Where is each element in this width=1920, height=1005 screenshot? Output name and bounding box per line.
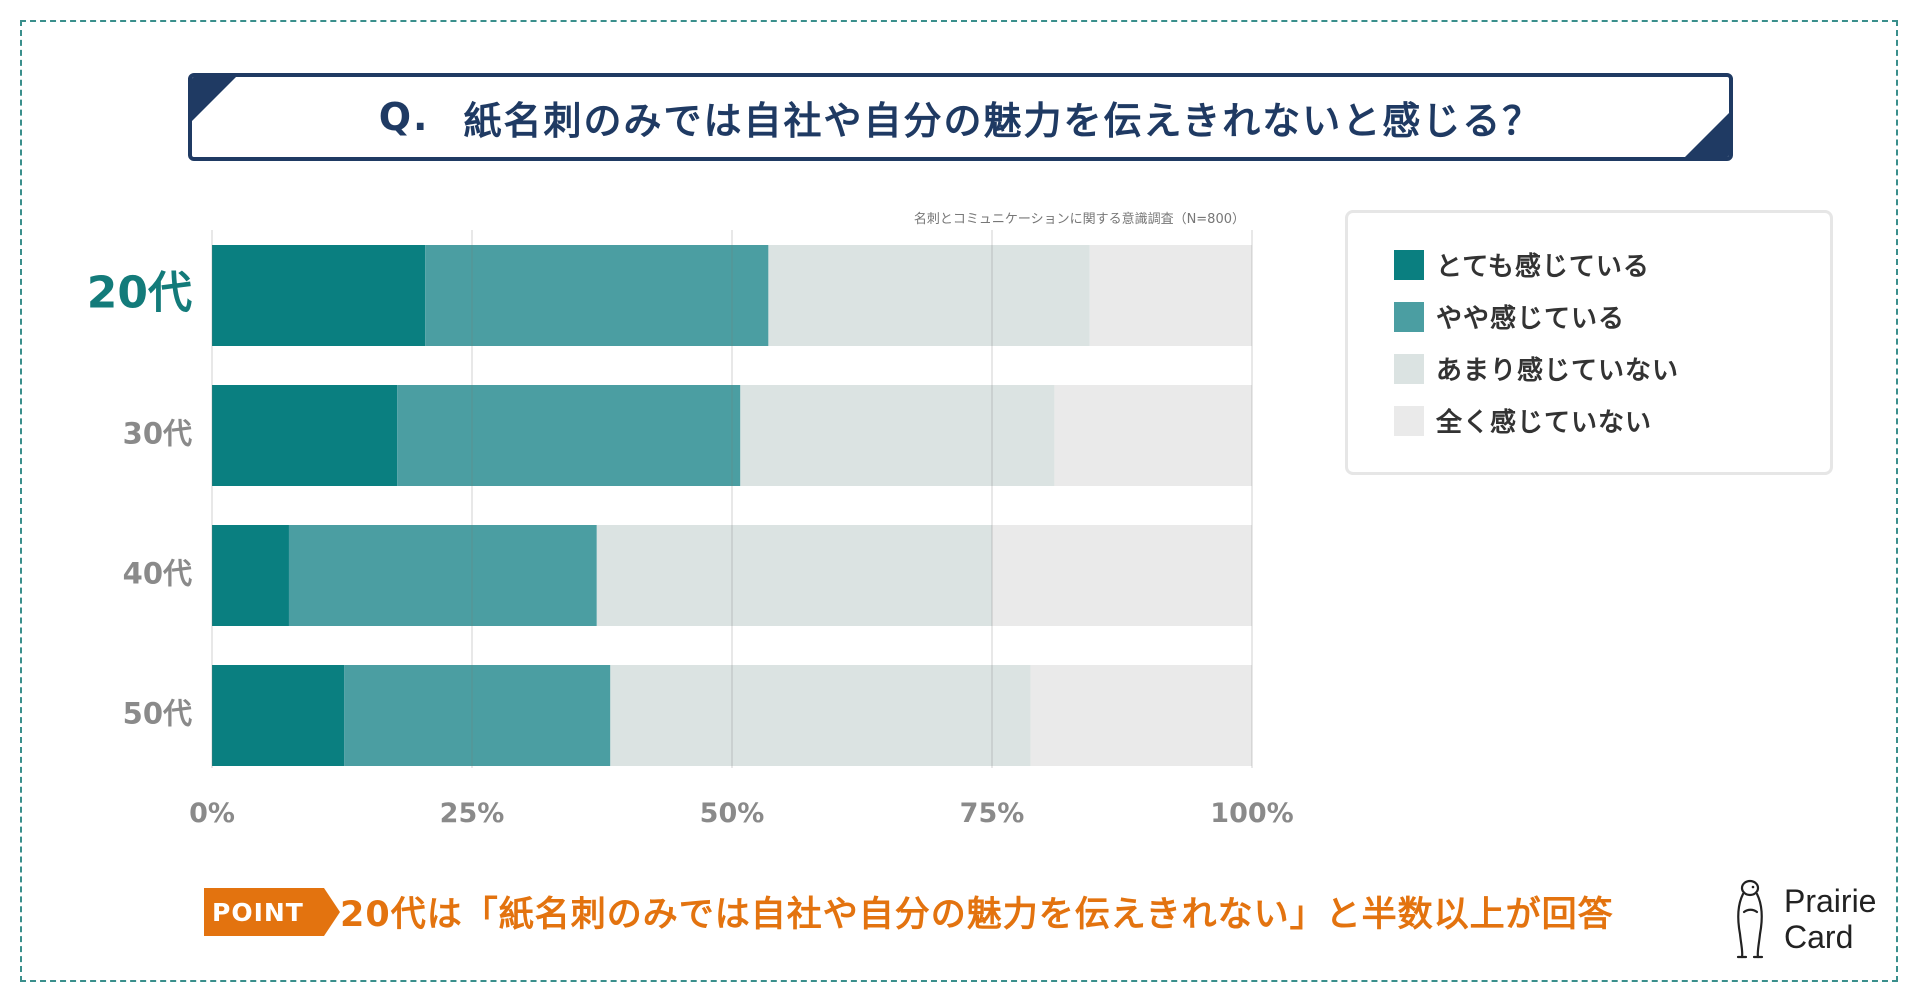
brand-name-line2: Card bbox=[1784, 919, 1854, 955]
x-tick-label: 75% bbox=[960, 798, 1025, 829]
point-badge: POINT bbox=[204, 888, 340, 936]
bar-segment bbox=[1054, 385, 1252, 486]
legend-label: 全く感じていない bbox=[1436, 408, 1653, 438]
bar-segment bbox=[992, 525, 1252, 626]
legend-label: やや感じている bbox=[1436, 304, 1626, 334]
category-label: 30代 bbox=[123, 417, 192, 451]
brand-name-line1: Prairie bbox=[1784, 883, 1877, 919]
category-label: 40代 bbox=[123, 557, 192, 591]
category-label: 20代 bbox=[87, 268, 192, 319]
banner-corner-bottom-right bbox=[1685, 113, 1729, 157]
bar-segment bbox=[212, 665, 345, 766]
bar-segment bbox=[212, 245, 426, 346]
legend-swatch bbox=[1394, 353, 1424, 384]
question-banner: Q. 紙名刺のみでは自社や自分の魅力を伝えきれないと感じる？ bbox=[188, 73, 1733, 161]
question-text: 紙名刺のみでは自社や自分の魅力を伝えきれないと感じる？ bbox=[463, 98, 1543, 143]
bar-segment bbox=[425, 245, 769, 346]
dashed-frame bbox=[20, 20, 1898, 982]
x-tick-label: 50% bbox=[700, 798, 765, 829]
legend-swatch bbox=[1394, 405, 1424, 436]
legend-swatch bbox=[1394, 249, 1424, 280]
source-note: 名刺とコミュニケーションに関する意識調査（N=800） bbox=[914, 211, 1245, 227]
brand-name: Prairie Card bbox=[1784, 883, 1876, 955]
legend-item: 全く感じていない bbox=[1394, 402, 1652, 439]
legend-swatch bbox=[1394, 301, 1424, 332]
category-label: 50代 bbox=[123, 697, 192, 731]
bar-segment bbox=[288, 525, 597, 626]
legend-item: とても感じている bbox=[1394, 246, 1650, 283]
bars-group bbox=[212, 245, 1252, 766]
legend-item: やや感じている bbox=[1394, 298, 1625, 335]
x-tick-label: 100% bbox=[1210, 798, 1293, 829]
x-tick-label: 0% bbox=[189, 798, 235, 829]
chart-legend: とても感じている やや感じている あまり感じていない 全く感じていない bbox=[1345, 210, 1833, 475]
prairie-dog-icon bbox=[1736, 879, 1764, 959]
bar-segment bbox=[344, 665, 611, 766]
brand-logo: Prairie Card bbox=[1728, 878, 1876, 960]
banner-corner-top-left bbox=[192, 77, 236, 121]
bar-segment bbox=[740, 385, 1055, 486]
bar-segment bbox=[212, 525, 289, 626]
legend-label: あまり感じていない bbox=[1436, 356, 1680, 386]
bar-segment bbox=[212, 385, 398, 486]
bar-segment bbox=[768, 245, 1090, 346]
question-prefix: Q. bbox=[378, 95, 430, 139]
bar-segment bbox=[1030, 665, 1252, 766]
bar-segment bbox=[397, 385, 741, 486]
legend-item: あまり感じていない bbox=[1394, 350, 1679, 387]
x-tick-label: 25% bbox=[440, 798, 505, 829]
point-text: 20代は「紙名刺のみでは自社や自分の魅力を伝えきれない」と半数以上が回答 bbox=[340, 895, 1614, 935]
bar-segment bbox=[610, 665, 1031, 766]
bar-segment bbox=[1089, 245, 1252, 346]
legend-label: とても感じている bbox=[1436, 252, 1650, 282]
bar-segment bbox=[596, 525, 992, 626]
